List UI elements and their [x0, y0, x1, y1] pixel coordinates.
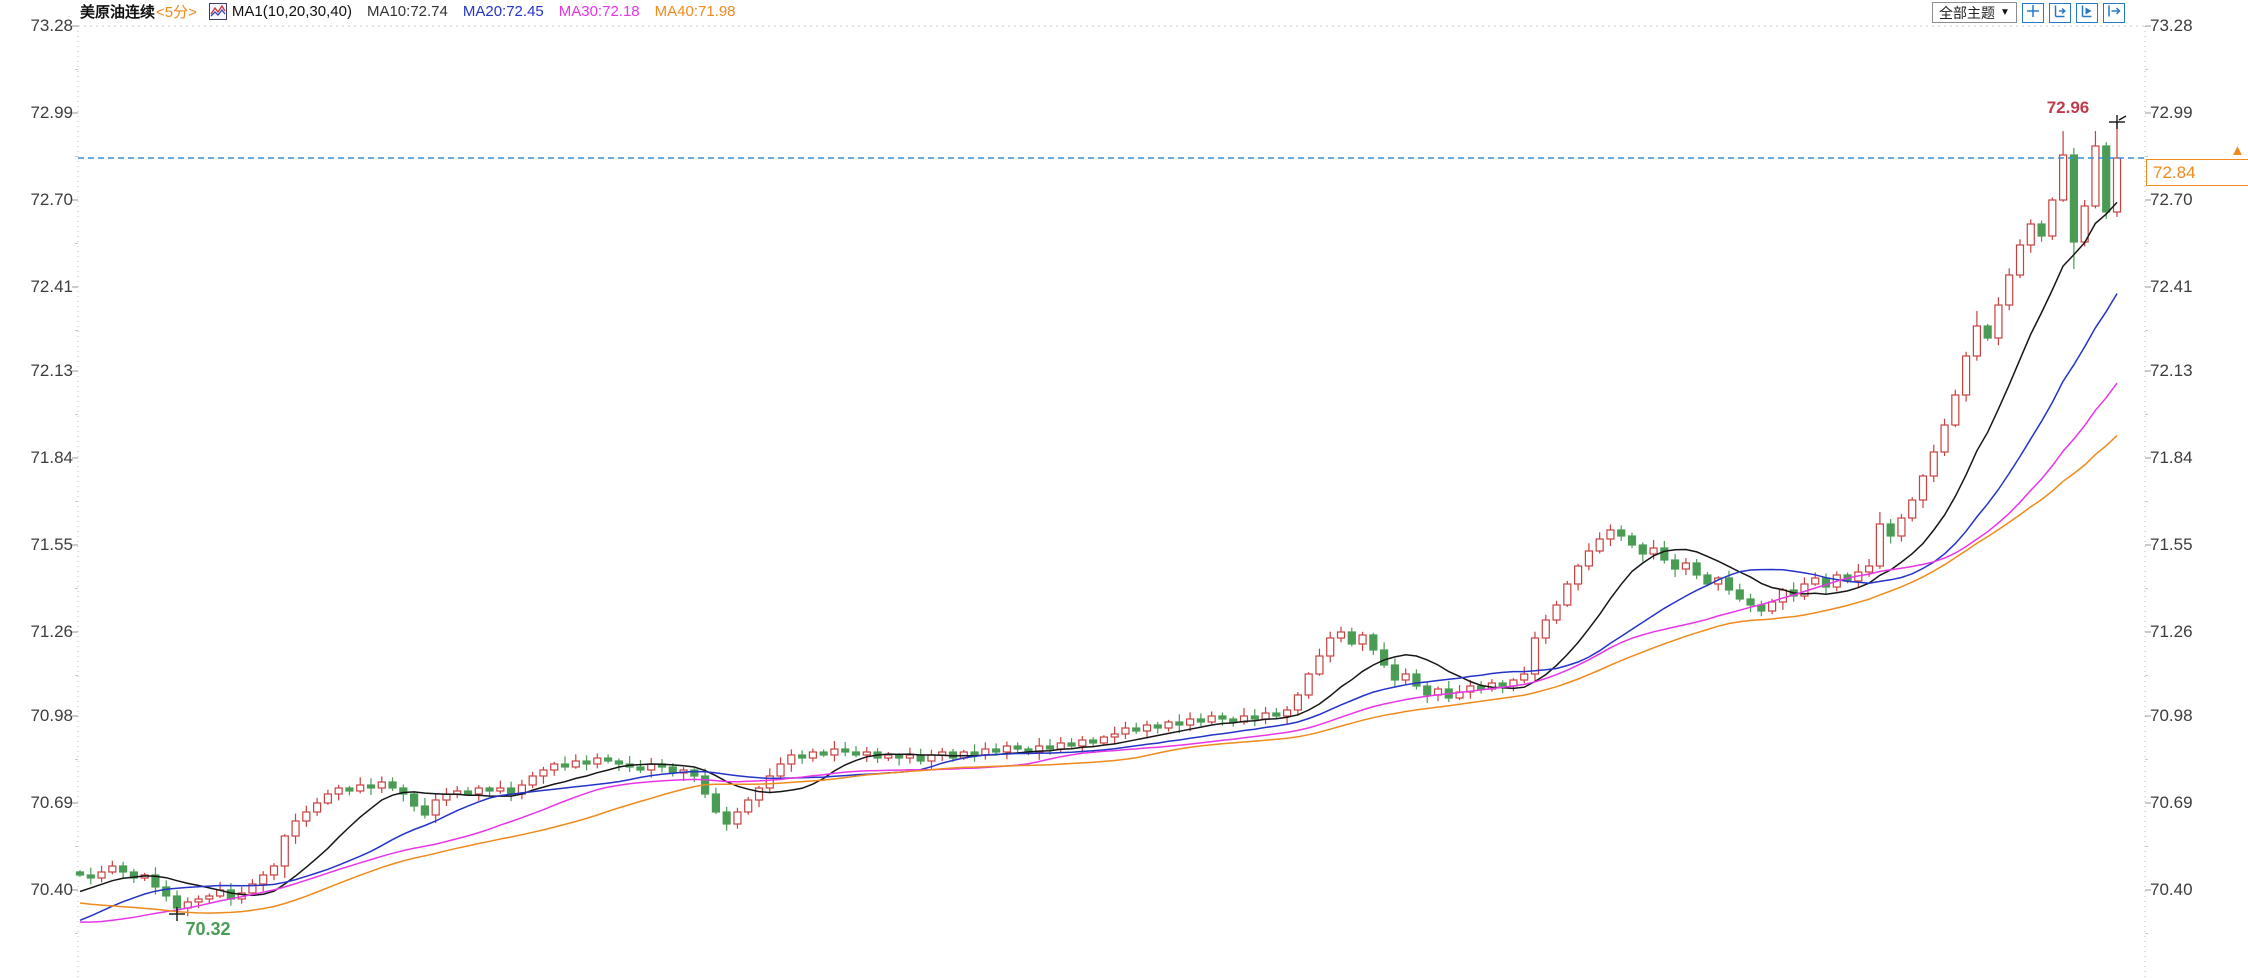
price-axis-label: 71.55	[2150, 535, 2193, 554]
price-axis-label: 72.13	[2150, 361, 2193, 380]
ma30-value: MA30:72.18	[558, 2, 640, 20]
crosshair-icon	[2026, 4, 2040, 21]
theme-dropdown-label: 全部主题	[1939, 4, 1995, 21]
price-axis-label: 73.28	[2150, 16, 2193, 35]
session-high-label: 72.96	[2046, 98, 2090, 117]
price-axis-label: 71.26	[2150, 622, 2193, 641]
symbol-name: 美原油连续	[80, 3, 156, 21]
chart-header: 美原油连续 <5分> MA1(10,20,30,40) MA10:72.74 MA…	[80, 1, 736, 21]
theme-dropdown[interactable]: 全部主题 ▼	[1932, 2, 2017, 23]
crosshair-tool-button[interactable]	[2021, 2, 2044, 23]
price-axis-label: 72.99	[2150, 103, 2193, 122]
price-axis-label: 70.69	[2150, 793, 2193, 812]
arrow-right-icon	[2107, 4, 2121, 21]
next-page-button[interactable]	[2102, 2, 2125, 23]
ma40-value: MA40:71.98	[654, 2, 736, 20]
chevron-down-icon: ▼	[2000, 7, 2010, 18]
play-icon	[2080, 4, 2094, 21]
price-axis-label: 70.98	[30, 706, 73, 725]
ma10-value: MA10:72.74	[366, 2, 448, 20]
price-axis-label: 70.40	[2150, 880, 2193, 899]
price-axis-label: 72.70	[2150, 190, 2193, 209]
indicator-chart-icon[interactable]	[208, 2, 227, 20]
playback-button[interactable]	[2075, 2, 2098, 23]
measure-icon	[2053, 4, 2067, 21]
price-axis-label: 72.99	[30, 103, 73, 122]
price-axis-label: 72.41	[30, 277, 73, 296]
session-low-label: 70.32	[185, 919, 231, 939]
last-price-tag: 72.84	[2146, 159, 2248, 186]
measure-tool-button[interactable]	[2048, 2, 2071, 23]
price-axis-label: 71.84	[30, 448, 73, 467]
price-axis-label: 73.28	[30, 16, 73, 35]
price-axis-label: 71.55	[30, 535, 73, 554]
price-axis-label: 70.69	[30, 793, 73, 812]
price-axis-label: 70.98	[2150, 706, 2193, 725]
chart-toolbar: 全部主题 ▼	[1932, 2, 2125, 23]
timeframe-label: <5分>	[156, 3, 197, 21]
price-axis-label: 71.26	[30, 622, 73, 641]
price-axis-label: 72.41	[2150, 277, 2193, 296]
price-up-arrow-icon: ▲	[2230, 142, 2245, 159]
ma20-value: MA20:72.45	[462, 2, 544, 20]
price-axis-label: 72.70	[30, 190, 73, 209]
price-axis-label: 71.84	[2150, 448, 2193, 467]
indicator-name: MA1(10,20,30,40)	[231, 2, 352, 20]
price-axis-label: 70.40	[30, 880, 73, 899]
price-axis-label: 72.13	[30, 361, 73, 380]
